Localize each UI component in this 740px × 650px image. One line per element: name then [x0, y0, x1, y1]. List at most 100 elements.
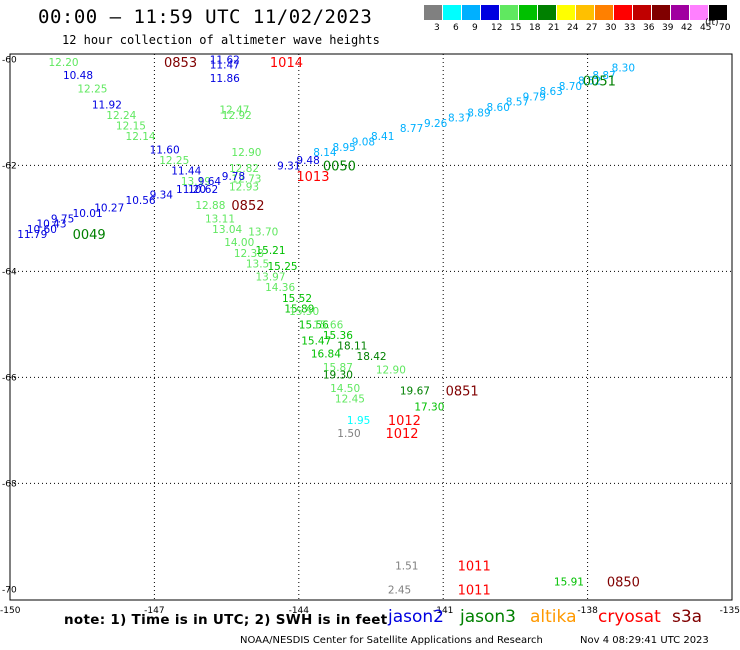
- wave-height-value: 12.45: [335, 394, 365, 406]
- wave-height-value: 8.77: [400, 123, 423, 135]
- scale-swatch: [556, 5, 575, 20]
- wave-height-value: 11.47: [210, 60, 240, 72]
- wave-height-value: 1.95: [347, 415, 370, 427]
- wave-height-value: 10.01: [73, 208, 103, 220]
- wave-height-value: 13.97: [255, 272, 285, 284]
- pass-time-label: 0851: [446, 385, 479, 400]
- wave-height-value: 18.42: [357, 351, 387, 363]
- wave-height-value: 8.14: [313, 147, 337, 159]
- credit-line: NOAA/NESDIS Center for Satellite Applica…: [240, 635, 543, 646]
- scale-swatch: [632, 5, 651, 20]
- scale-label: 27: [586, 23, 598, 33]
- map-frame: [9, 53, 733, 601]
- wave-height-value: 12.93: [229, 182, 259, 194]
- pass-time-label: 0852: [231, 199, 264, 214]
- pass-time-label: 0853: [164, 56, 197, 71]
- wave-height-value: 8.52: [578, 76, 601, 88]
- wave-height-value: 2.45: [388, 584, 411, 596]
- scale-label: 30: [605, 23, 617, 33]
- wave-height-value: 9.64: [198, 176, 222, 188]
- wave-height-value: 15.36: [323, 330, 353, 342]
- pass-time-label: 0051: [583, 75, 616, 90]
- wave-height-value: 14.50: [330, 383, 360, 395]
- wave-height-value: 11.44: [171, 166, 201, 178]
- scale-swatch: [480, 5, 499, 20]
- longitude-label: -135: [720, 606, 740, 616]
- wave-height-value: 14.36: [265, 282, 295, 294]
- wave-height-value: 11.79: [17, 229, 47, 241]
- scale-swatch: [499, 5, 518, 20]
- scale-label: 39: [662, 23, 674, 33]
- wave-height-value: 17.30: [414, 402, 444, 414]
- latitude-label: -64: [2, 267, 17, 277]
- scale-swatch: [518, 5, 537, 20]
- wave-height-value: 8.30: [612, 62, 635, 74]
- wave-height-value: 11.86: [210, 73, 240, 85]
- scale-swatch: [442, 5, 461, 20]
- wave-height-value: 9.34: [150, 189, 174, 201]
- scale-swatch: [670, 5, 689, 20]
- scale-label: 15: [510, 23, 522, 33]
- map-title: 00:00 – 11:59 UTC 11/02/2023: [38, 6, 373, 28]
- wave-height-value: 8.89: [467, 107, 490, 119]
- wave-height-value: 9.31: [277, 160, 300, 172]
- wave-height-value: 15.25: [268, 261, 298, 273]
- wave-height-value: 11.62: [210, 54, 240, 66]
- wave-height-value: 9.08: [352, 136, 375, 148]
- wave-height-value: 12.14: [126, 131, 156, 143]
- wave-height-value: 15.89: [284, 303, 314, 315]
- satellite-legend-cryosat: cryosat: [598, 607, 661, 627]
- satellite-legend-jason3: jason3: [460, 607, 516, 627]
- scale-label: 24: [567, 23, 579, 33]
- wave-height-value: 19.67: [400, 386, 430, 398]
- wave-height-value: 12.25: [159, 155, 189, 167]
- scale-label: 12: [491, 23, 503, 33]
- wave-height-value: 12.73: [231, 174, 261, 186]
- pass-time-label: 0050: [323, 159, 356, 174]
- map-subtitle: 12 hour collection of altimeter wave hei…: [62, 33, 380, 47]
- wave-height-value: 19.30: [323, 370, 353, 382]
- wave-height-value: 12.25: [77, 83, 107, 95]
- pass-time-label: 0049: [73, 228, 106, 243]
- longitude-label: -138: [577, 606, 598, 616]
- wave-height-value: 12.92: [222, 110, 252, 122]
- wave-height-value: 9.78: [222, 171, 245, 183]
- wave-height-value: 15.21: [255, 245, 285, 257]
- pass-time-label: 1012: [388, 414, 421, 429]
- longitude-label: -147: [144, 606, 164, 616]
- wave-height-value: 15.50: [289, 306, 319, 318]
- pass-time-label: 0850: [607, 575, 640, 590]
- wave-height-value: 10.62: [188, 184, 218, 196]
- wave-height-value: 10.43: [36, 219, 66, 231]
- scale-label: 70: [719, 23, 731, 33]
- axis-labels: -60 -62 -64 -66 -68 -70 -150 -147 -144 -141 -138 -1…: [0, 55, 740, 616]
- pass-time-label: 1014: [270, 56, 303, 71]
- wave-height-value: 15.91: [554, 576, 584, 588]
- wave-height-value: 10.56: [126, 195, 156, 207]
- wave-height-value: 8.37: [448, 113, 471, 125]
- scale-swatch: [461, 5, 480, 20]
- satellite-legend-s3a: s3a: [672, 607, 703, 627]
- wave-height-value: 1.50: [337, 428, 360, 440]
- wave-height-value: 1.51: [395, 561, 418, 573]
- wave-height-value: 13.11: [205, 213, 235, 225]
- scale-swatch: [689, 5, 708, 20]
- wave-height-value: 9.26: [424, 118, 448, 130]
- wave-height-value: 13.70: [248, 227, 278, 239]
- wave-height-value: 12.38: [234, 248, 264, 260]
- wave-height-value: 16.84: [311, 349, 341, 361]
- pass-time-label: 1012: [385, 427, 418, 442]
- wave-height-value: 12.47: [219, 105, 249, 117]
- wave-height-value: 8.70: [559, 81, 582, 93]
- wave-height-value: 12.90: [231, 147, 261, 159]
- latitude-label: -60: [2, 55, 17, 65]
- scale-swatch: [537, 5, 556, 20]
- latitude-label: -66: [2, 373, 17, 383]
- wave-height-value: 8.57: [506, 97, 529, 109]
- scale-label: 42: [681, 23, 693, 33]
- scale-swatch: [423, 5, 442, 20]
- wave-height-value: 13.5: [246, 258, 269, 270]
- latitude-label: -68: [2, 479, 17, 489]
